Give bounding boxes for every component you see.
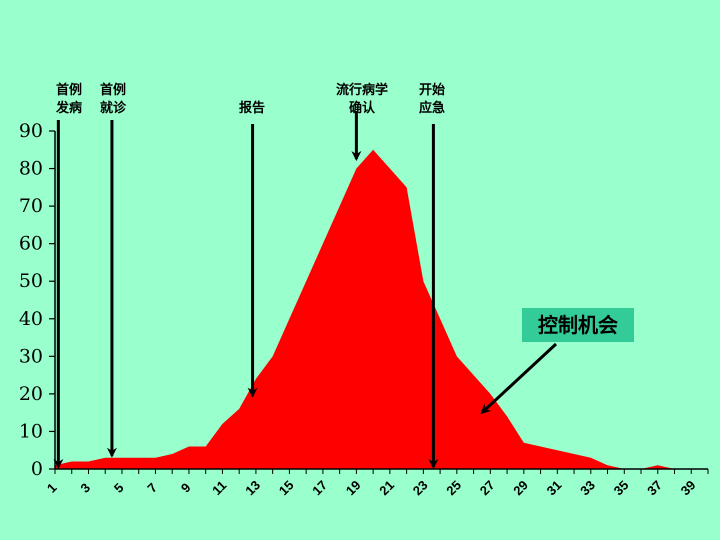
callout-arrow [480, 342, 558, 415]
y-tick-label: 90 [19, 120, 43, 142]
annotation-label: 发病 [55, 100, 82, 116]
y-tick-label: 10 [19, 420, 43, 442]
data-point [254, 377, 257, 380]
callout-box [522, 308, 634, 342]
x-tick-label: 9 [178, 480, 194, 496]
data-point [388, 167, 391, 170]
data-point [506, 415, 509, 418]
data-point [338, 205, 341, 208]
data-point [355, 167, 358, 170]
data-point [439, 317, 442, 320]
data-point [573, 452, 576, 455]
x-tick-label: 17 [309, 477, 330, 498]
x-tick-label: 11 [209, 478, 229, 498]
x-tick-label: 25 [443, 477, 464, 498]
annotation-label: 应急 [419, 100, 445, 116]
data-point [372, 148, 375, 151]
x-tick-label: 27 [477, 477, 498, 498]
x-tick-label: 23 [410, 477, 431, 498]
data-point [489, 392, 492, 395]
x-tick-label: 19 [343, 477, 364, 498]
data-point [137, 456, 140, 459]
data-point [271, 355, 274, 358]
data-point [187, 445, 190, 448]
data-point [87, 460, 90, 463]
data-point [539, 445, 542, 448]
data-point [288, 317, 291, 320]
annotation-label: 就诊 [100, 100, 127, 116]
x-tick-label: 1 [44, 480, 60, 496]
x-tick-label: 5 [111, 480, 127, 496]
x-tick-label: 35 [611, 477, 632, 498]
data-point [422, 280, 425, 283]
y-tick-label: 60 [19, 233, 43, 255]
annotation-label: 报告 [239, 100, 265, 116]
data-point [472, 374, 475, 377]
annotation-label: 确认 [349, 100, 376, 116]
data-point [305, 280, 308, 283]
y-tick-label: 80 [19, 158, 43, 180]
x-tick-label: 21 [376, 477, 397, 498]
x-tick-label: 39 [678, 477, 699, 498]
data-point [455, 355, 458, 358]
data-point [154, 456, 157, 459]
data-point [104, 456, 107, 459]
x-tick-label: 13 [242, 477, 263, 498]
annotation-label: 流行病学 [336, 82, 388, 98]
data-point [321, 242, 324, 245]
data-point [70, 460, 73, 463]
data-point [238, 407, 241, 410]
x-tick-label: 37 [644, 477, 665, 498]
data-point [606, 464, 609, 467]
data-point [522, 441, 525, 444]
data-point [405, 186, 408, 189]
data-point [120, 456, 123, 459]
y-tick-label: 20 [19, 383, 43, 405]
x-tick-label: 31 [544, 477, 565, 498]
callout-label: 控制机会 [538, 313, 618, 337]
data-point [656, 464, 659, 467]
annotation-label: 首例 [100, 82, 126, 98]
x-tick-label: 33 [577, 477, 598, 498]
annotation-label: 首例 [56, 82, 82, 98]
x-tick-label: 7 [144, 480, 160, 496]
data-point [171, 452, 174, 455]
data-point [589, 456, 592, 459]
x-tick-label: 15 [276, 477, 297, 498]
x-tick-label: 3 [77, 480, 93, 496]
data-point [556, 449, 559, 452]
y-tick-label: 0 [31, 458, 43, 480]
x-tick-label: 29 [510, 477, 531, 498]
y-tick-label: 70 [19, 195, 43, 217]
data-point [204, 445, 207, 448]
annotation-label: 开始 [419, 82, 445, 98]
data-point [221, 422, 224, 425]
y-tick-label: 30 [19, 345, 43, 367]
y-tick-label: 50 [19, 270, 43, 292]
y-tick-label: 40 [19, 308, 43, 330]
area-series [55, 149, 708, 469]
